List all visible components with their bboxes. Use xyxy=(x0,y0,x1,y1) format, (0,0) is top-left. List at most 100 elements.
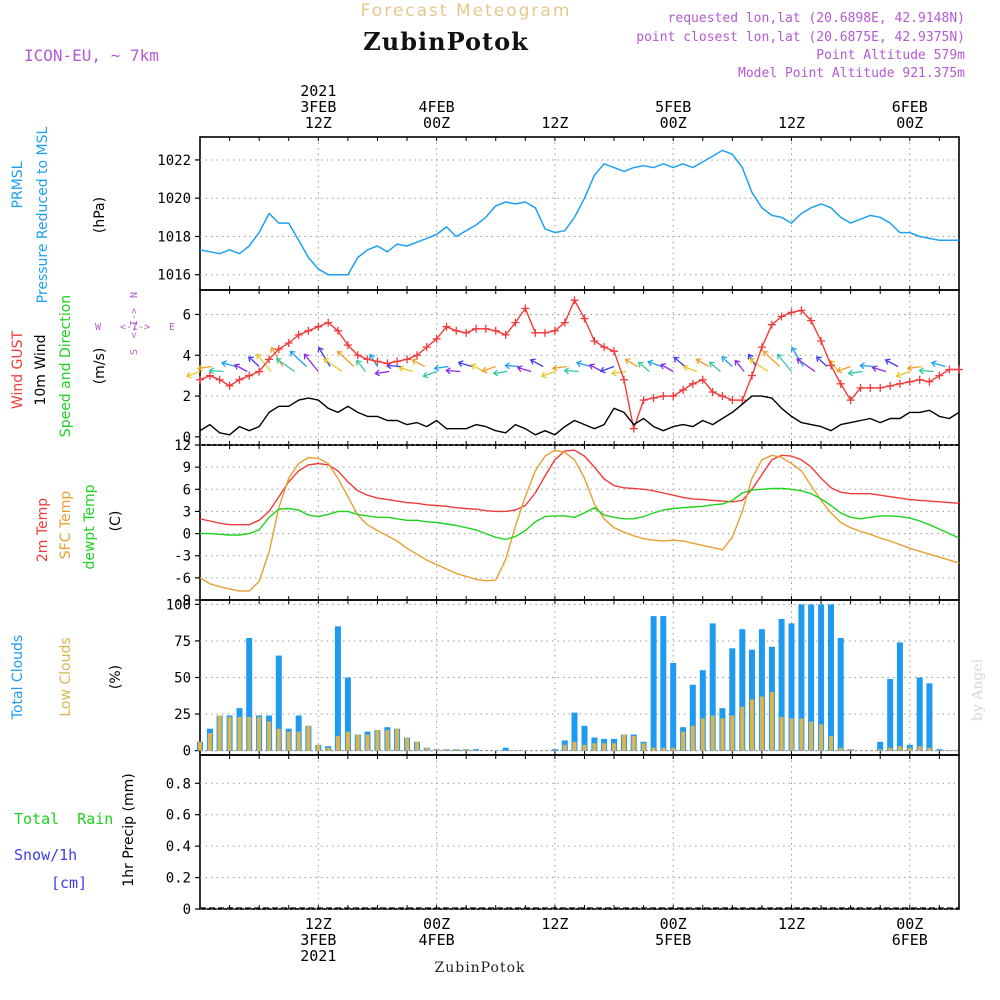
wind-arrow-head xyxy=(815,356,822,362)
gust-marker xyxy=(491,326,500,335)
snow-unit: [cm] xyxy=(51,874,87,892)
low_clouds-bar xyxy=(572,741,577,751)
footer-station: ZubinPotok xyxy=(434,960,525,976)
wind-arrow-shaft xyxy=(611,370,626,375)
total_clouds-bar xyxy=(670,662,677,751)
gust-marker xyxy=(196,375,204,384)
total_clouds-bar xyxy=(246,638,253,751)
gust-marker xyxy=(511,318,520,327)
wind-arrow-head xyxy=(637,361,644,368)
gust-marker xyxy=(807,316,816,325)
pressure-ylabel: PRMSL Pressure Reduced to MSL (hPa) xyxy=(10,126,108,303)
bottom-tick-label: 00Z xyxy=(423,915,450,933)
wind-arrow-head xyxy=(289,350,296,357)
low_clouds-bar xyxy=(217,715,222,751)
wind-arrow-head xyxy=(796,358,803,364)
rain-label: Total Rain xyxy=(14,810,113,828)
low_clouds-bar xyxy=(592,743,597,751)
pressure-ytick-label: 1018 xyxy=(157,229,191,245)
total_clouds-bar xyxy=(699,670,706,751)
wind-arrow xyxy=(647,359,662,368)
precip-ytick-label: 0.2 xyxy=(166,871,191,887)
gust-marker xyxy=(738,396,747,405)
low_clouds-bar xyxy=(207,733,212,751)
wind-arrow xyxy=(673,356,686,367)
wind-arrow-shaft xyxy=(896,370,911,377)
wind-arrow-head xyxy=(356,359,362,366)
clouds-ytick-label: 0 xyxy=(183,744,191,760)
low_clouds-bar xyxy=(247,717,252,751)
clouds-ylabel: Total Clouds Low Clouds (%) xyxy=(10,635,124,720)
gust-marker xyxy=(718,392,727,401)
total_clouds-bar xyxy=(275,655,282,751)
wind-arrow xyxy=(847,369,863,377)
sfc-temp-label: SFC Temp xyxy=(58,491,74,560)
wind-arrow-head xyxy=(647,359,654,367)
wind-arrow-head xyxy=(859,362,865,370)
wind-arrow-shaft xyxy=(541,370,556,377)
low_clouds-bar xyxy=(296,731,301,751)
bottom-tick-label: 4FEB xyxy=(419,931,455,949)
gust-marker xyxy=(343,341,352,350)
wind-arrow-head xyxy=(884,358,891,365)
wind-arrow-shaft xyxy=(318,347,331,367)
gust-marker xyxy=(205,371,214,380)
wind-arrow xyxy=(303,353,319,372)
top-tick-label: 4FEB xyxy=(419,98,455,116)
wind-arrow xyxy=(317,346,331,367)
wind-arrow-shaft xyxy=(860,364,875,368)
top-tick-label: 2021 xyxy=(300,82,336,100)
gust-marker xyxy=(787,308,796,317)
wind-arrow-head xyxy=(748,358,755,364)
total_clouds-bar xyxy=(334,626,341,751)
wind-arrow-head xyxy=(624,358,631,365)
model-label: ICON-EU, ~ 7km xyxy=(24,46,159,65)
low_clouds-bar xyxy=(720,718,725,751)
gust-marker xyxy=(560,318,569,327)
gust-marker xyxy=(531,328,540,337)
low_clouds-bar xyxy=(759,696,764,751)
wind-ytick-label: 2 xyxy=(183,389,191,405)
wind-arrow-head xyxy=(504,362,510,370)
wind-arrow-shaft xyxy=(931,362,946,368)
low_clouds-bar xyxy=(375,730,380,751)
total_clouds-bar xyxy=(689,684,696,751)
low_clouds-bar xyxy=(927,747,932,751)
bottom-tick-label: 12Z xyxy=(541,915,568,933)
wind-arrow-shaft xyxy=(872,367,887,373)
wind-arrow-head xyxy=(457,360,464,368)
wind-panel: 0 2 4 6 xyxy=(183,289,963,446)
gust-marker xyxy=(669,392,678,401)
snow-label: Snow/1h xyxy=(14,846,77,864)
wind-arrow-shaft xyxy=(552,365,567,370)
wind-arrow-head xyxy=(588,363,595,370)
wind-arrow-head xyxy=(185,371,192,379)
gust-marker xyxy=(797,306,806,315)
gust-marker xyxy=(521,304,530,313)
wind-arrow-head xyxy=(433,364,440,372)
wind-arrow-shaft xyxy=(505,364,520,368)
bottom-tick-label: 00Z xyxy=(660,915,687,933)
wind-arrow-head xyxy=(256,353,263,360)
temperature-unit: (C) xyxy=(108,511,124,532)
low_clouds-bar xyxy=(405,737,409,751)
compass-s: S xyxy=(129,349,140,355)
wind-arrow xyxy=(411,358,426,368)
precip-ytick-label: 0.8 xyxy=(166,776,191,792)
compass-e: E xyxy=(169,322,175,333)
wind-arrow-shaft xyxy=(276,358,295,373)
pressure-ylabel-line2: Pressure Reduced to MSL xyxy=(35,126,51,303)
wind-arrow xyxy=(270,346,284,367)
total-clouds-label: Total Clouds xyxy=(10,635,26,720)
top-tick-label: 12Z xyxy=(305,114,332,132)
gust-marker xyxy=(629,424,638,433)
wind-arrow-head xyxy=(682,364,689,372)
wind-arrow-shaft xyxy=(323,358,343,373)
wind-arrow xyxy=(445,367,461,375)
low_clouds-bar xyxy=(710,715,715,751)
gust-marker xyxy=(442,322,451,331)
wind-arrow-shaft xyxy=(423,370,437,377)
pressure-ytick-label: 1016 xyxy=(157,268,191,284)
wind-arrow xyxy=(422,370,437,379)
gust-marker xyxy=(688,379,697,388)
